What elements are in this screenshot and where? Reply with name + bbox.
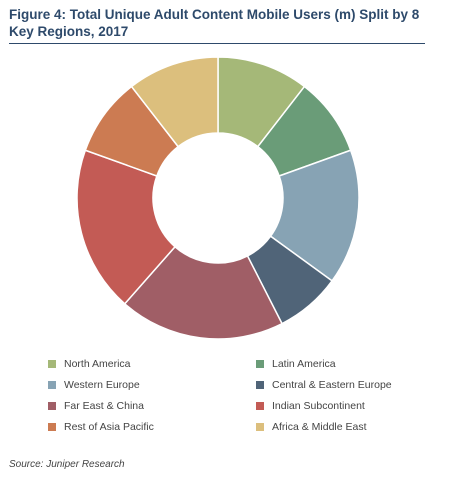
legend-item-latin-america: Latin America bbox=[256, 357, 336, 371]
slice-far-east-and-china bbox=[123, 245, 284, 340]
legend-swatch bbox=[256, 402, 264, 410]
legend-swatch bbox=[48, 423, 56, 431]
slice-africa-and-middle-east bbox=[130, 56, 219, 148]
legend-item-rest-of-asia-pacific: Rest of Asia Pacific bbox=[48, 420, 154, 434]
legend-swatch bbox=[256, 381, 264, 389]
legend-label: Western Europe bbox=[64, 379, 140, 391]
legend-item-far-east-and-china: Far East & China bbox=[48, 399, 144, 413]
legend-swatch bbox=[256, 423, 264, 431]
legend-label: Indian Subcontinent bbox=[272, 400, 365, 412]
legend-label: Central & Eastern Europe bbox=[272, 379, 392, 391]
donut-slices bbox=[76, 56, 360, 340]
legend-label: Far East & China bbox=[64, 400, 144, 412]
legend-swatch bbox=[256, 360, 264, 368]
legend-item-central-and-eastern-europe: Central & Eastern Europe bbox=[256, 378, 392, 392]
legend-swatch bbox=[48, 381, 56, 389]
legend-item-indian-subcontinent: Indian Subcontinent bbox=[256, 399, 365, 413]
legend-item-north-america: North America bbox=[48, 357, 131, 371]
slice-indian-subcontinent bbox=[76, 149, 177, 305]
donut-chart bbox=[76, 56, 360, 340]
legend-swatch bbox=[48, 360, 56, 368]
legend-item-western-europe: Western Europe bbox=[48, 378, 140, 392]
legend-label: North America bbox=[64, 358, 131, 370]
title-divider bbox=[9, 43, 425, 44]
chart-title: Figure 4: Total Unique Adult Content Mob… bbox=[9, 7, 420, 39]
legend-label: Rest of Asia Pacific bbox=[64, 421, 154, 433]
legend-swatch bbox=[48, 402, 56, 410]
legend-item-africa-and-middle-east: Africa & Middle East bbox=[256, 420, 367, 434]
legend-label: Latin America bbox=[272, 358, 336, 370]
legend-label: Africa & Middle East bbox=[272, 421, 367, 433]
source-note: Source: Juniper Research bbox=[9, 459, 125, 470]
